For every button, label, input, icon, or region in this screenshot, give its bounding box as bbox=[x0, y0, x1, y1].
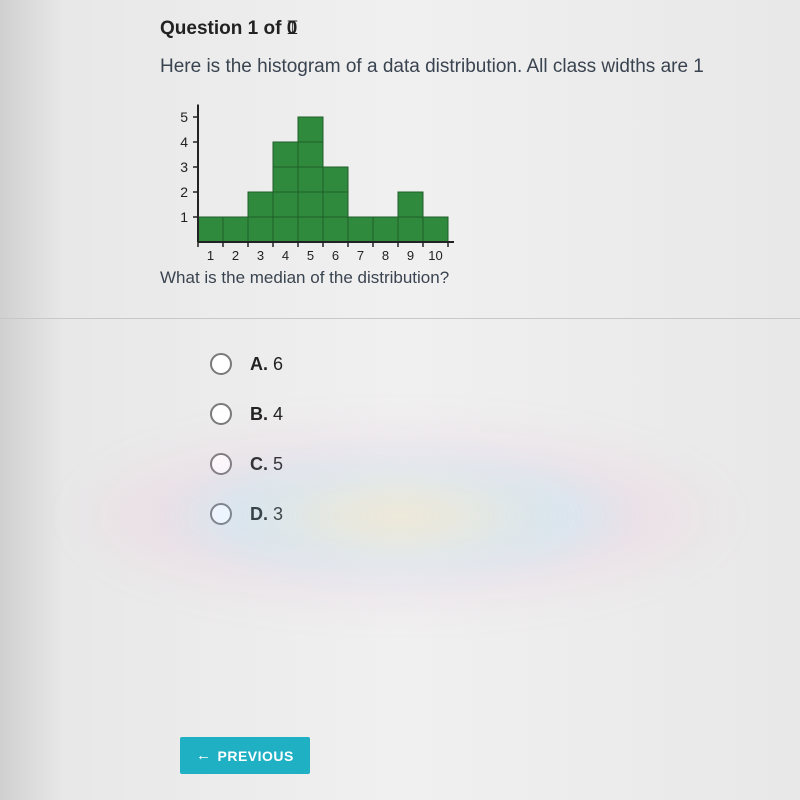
previous-button[interactable]: ← PREVIOUS bbox=[180, 737, 310, 774]
svg-text:1: 1 bbox=[180, 209, 188, 225]
svg-text:7: 7 bbox=[357, 248, 364, 262]
arrow-left-icon: ← bbox=[196, 747, 212, 764]
histogram: 1 2 3 4 5 1 2 3 4 5 6 7 8 9 10 bbox=[162, 92, 800, 262]
section-divider bbox=[0, 318, 800, 319]
svg-text:4: 4 bbox=[180, 134, 188, 150]
answer-label: A. 6 bbox=[250, 354, 283, 375]
header-prefix: Question bbox=[160, 18, 248, 39]
radio-icon[interactable] bbox=[210, 403, 232, 425]
svg-text:6: 6 bbox=[332, 248, 339, 262]
svg-text:9: 9 bbox=[407, 248, 414, 262]
answer-option-b[interactable]: B. 4 bbox=[210, 403, 800, 425]
question-subprompt: What is the median of the distribution? bbox=[160, 268, 800, 288]
question-header: Question 1 of ⌶0 bbox=[160, 18, 800, 40]
svg-text:10: 10 bbox=[428, 248, 442, 262]
answer-option-d[interactable]: D. 3 bbox=[210, 503, 800, 525]
svg-text:5: 5 bbox=[180, 109, 188, 125]
header-total: 0 bbox=[287, 18, 298, 39]
radio-icon[interactable] bbox=[210, 453, 232, 475]
answer-label: C. 5 bbox=[250, 454, 283, 475]
svg-text:8: 8 bbox=[382, 248, 389, 262]
previous-button-label: PREVIOUS bbox=[218, 748, 294, 764]
answer-label: B. 4 bbox=[250, 404, 283, 425]
svg-text:4: 4 bbox=[282, 248, 289, 262]
svg-text:5: 5 bbox=[307, 248, 314, 262]
svg-text:1: 1 bbox=[207, 248, 214, 262]
question-prompt: Here is the histogram of a data distribu… bbox=[160, 56, 800, 78]
svg-text:3: 3 bbox=[257, 248, 264, 262]
question-content: Question 1 of ⌶0 Here is the histogram o… bbox=[0, 0, 800, 525]
svg-text:2: 2 bbox=[232, 248, 239, 262]
answer-option-a[interactable]: A. 6 bbox=[210, 353, 800, 375]
histogram-svg: 1 2 3 4 5 1 2 3 4 5 6 7 8 9 10 bbox=[162, 92, 462, 262]
answer-label: D. 3 bbox=[250, 504, 283, 525]
header-of: of bbox=[258, 18, 287, 39]
radio-icon[interactable] bbox=[210, 503, 232, 525]
answer-list: A. 6 B. 4 C. 5 D. 3 bbox=[210, 353, 800, 525]
svg-text:3: 3 bbox=[180, 159, 188, 175]
header-qnum: 1 bbox=[248, 18, 259, 39]
answer-option-c[interactable]: C. 5 bbox=[210, 453, 800, 475]
radio-icon[interactable] bbox=[210, 353, 232, 375]
svg-text:2: 2 bbox=[180, 184, 188, 200]
